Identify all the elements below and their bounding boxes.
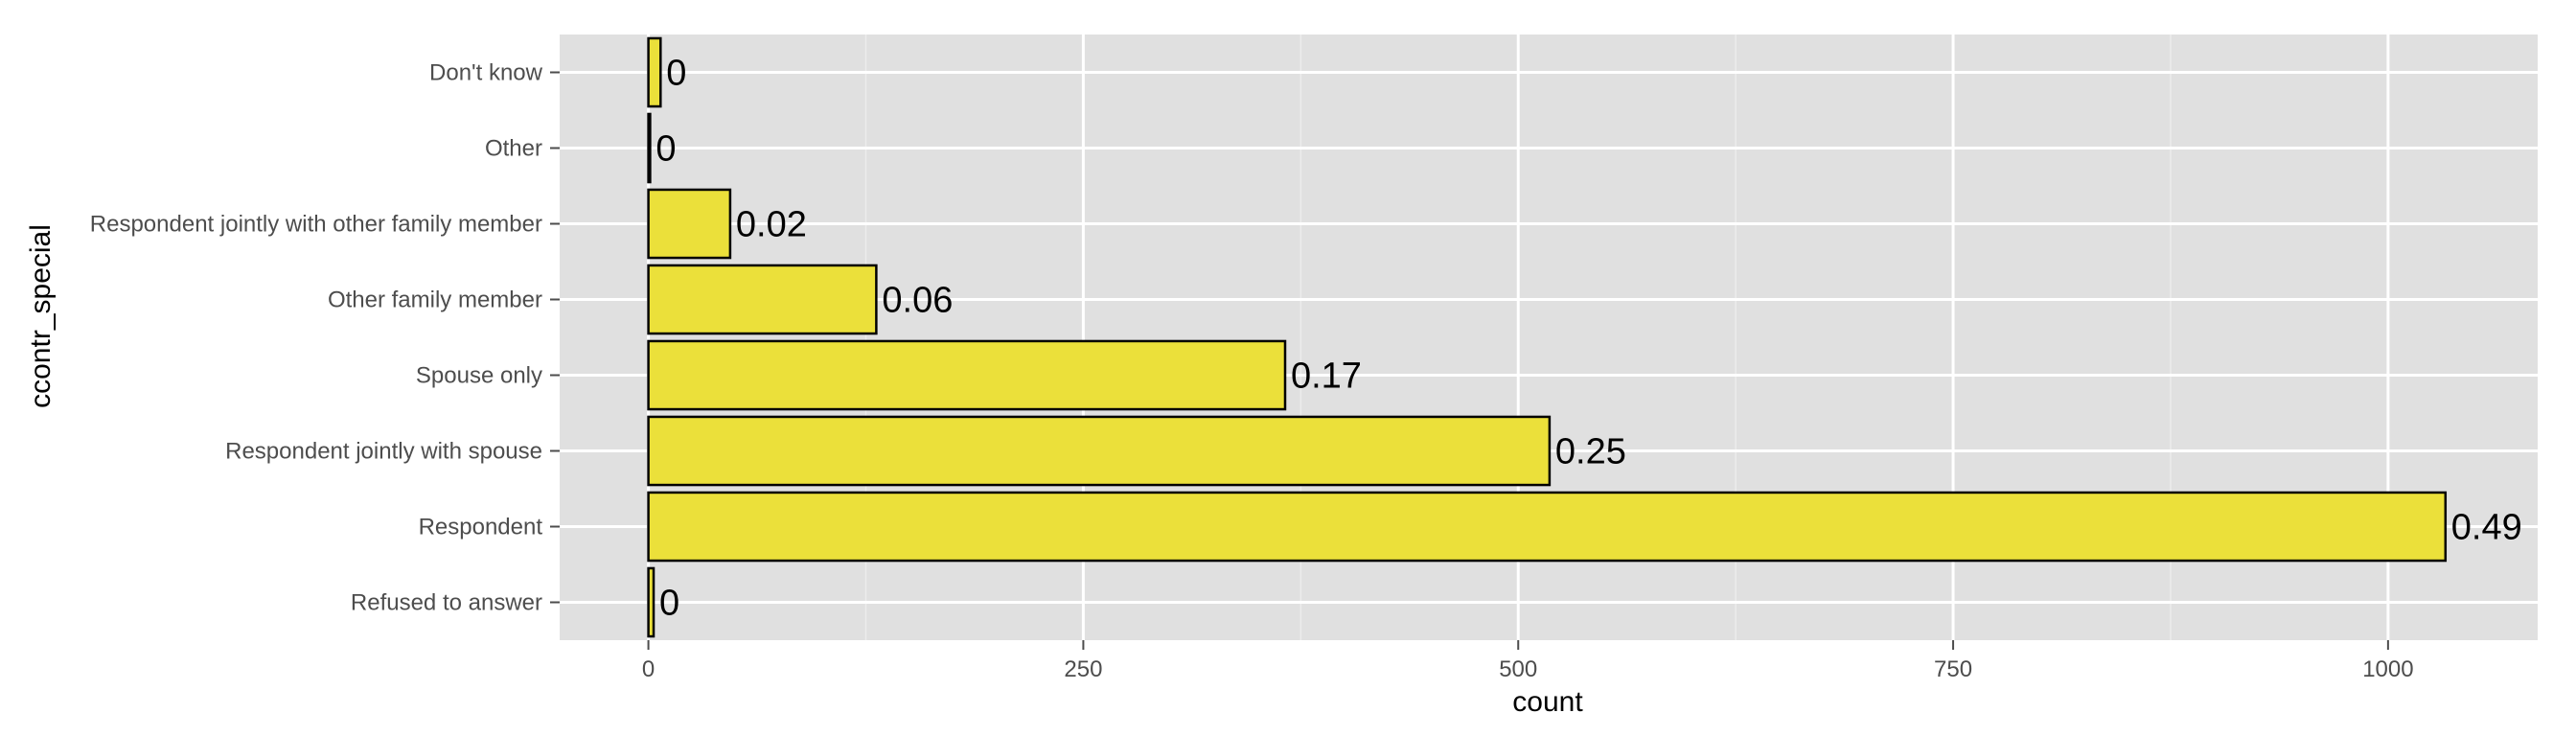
y-axis-title: ccontr_special bbox=[25, 224, 57, 408]
x-axis-title: count bbox=[1512, 686, 1583, 718]
y-tick-label: Respondent bbox=[419, 515, 543, 540]
y-tick-label: Don't know bbox=[429, 60, 543, 86]
bar bbox=[647, 415, 1552, 487]
bar bbox=[647, 188, 732, 260]
x-tick-label: 250 bbox=[1064, 656, 1102, 682]
data-label: 0.06 bbox=[882, 281, 953, 321]
y-tick-label: Other family member bbox=[328, 288, 542, 313]
x-tick-label: 750 bbox=[1934, 656, 1972, 682]
y-tick-label: Spouse only bbox=[416, 363, 542, 389]
bar bbox=[647, 264, 878, 335]
y-axis: Refused to answer Respondent Respondent jo… bbox=[90, 60, 560, 616]
bar bbox=[647, 36, 662, 108]
data-label: 0 bbox=[656, 129, 676, 170]
bar bbox=[647, 566, 656, 638]
bar bbox=[647, 491, 2448, 563]
data-label: 0.25 bbox=[1555, 432, 1626, 472]
data-labels: 0 0.49 0.25 0.17 0.06 0.02 0 0 bbox=[656, 54, 2521, 624]
y-tick-label: Respondent jointly with other family mem… bbox=[90, 212, 542, 238]
x-axis: 0 250 500 750 1000 bbox=[642, 640, 2414, 682]
bar bbox=[647, 112, 652, 184]
x-tick-label: 0 bbox=[642, 656, 655, 682]
bar bbox=[647, 339, 1287, 411]
y-tick-label: Refused to answer bbox=[351, 590, 542, 616]
bars bbox=[647, 36, 2448, 638]
data-label: 0.49 bbox=[2451, 508, 2522, 548]
x-tick-label: 1000 bbox=[2362, 656, 2413, 682]
y-tick-label: Other bbox=[485, 136, 542, 162]
x-tick-label: 500 bbox=[1499, 656, 1537, 682]
data-label: 0 bbox=[666, 54, 686, 94]
data-label: 0.17 bbox=[1291, 356, 1362, 397]
y-tick-label: Respondent jointly with spouse bbox=[225, 439, 542, 465]
data-label: 0.02 bbox=[736, 205, 807, 245]
data-label: 0 bbox=[659, 584, 679, 624]
